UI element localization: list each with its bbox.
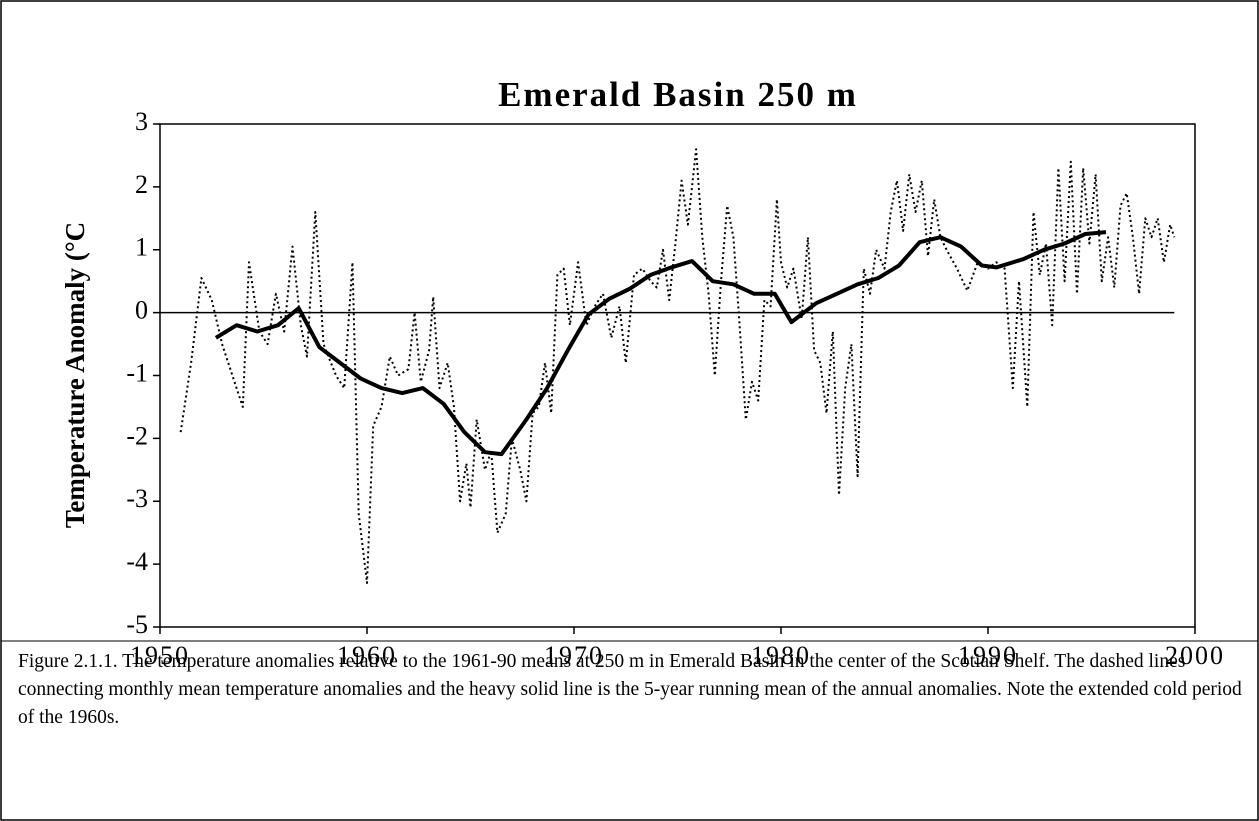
y-tick-label: 2 [135, 170, 148, 199]
x-tick-label: 1990 [958, 641, 1018, 670]
x-tick-label: 1970 [544, 641, 604, 670]
y-tick-label: 0 [135, 296, 148, 325]
y-tick-label: -3 [126, 484, 148, 513]
x-tick-label: 1960 [337, 641, 397, 670]
x-tick-label: 1950 [130, 641, 190, 670]
y-tick-label: 1 [135, 233, 148, 262]
x-tick-label: 1980 [751, 641, 811, 670]
y-tick-label: 3 [135, 107, 148, 136]
monthly-line [179, 148, 1176, 584]
y-tick-label: -4 [126, 547, 148, 576]
x-tick-label: 2000 [1165, 641, 1225, 670]
y-tick-label: -2 [126, 421, 148, 450]
chart-title: Emerald Basin 250 m [498, 75, 858, 114]
y-axis-label: Temperature Anomaly (°C [60, 222, 90, 528]
y-tick-label: -1 [126, 358, 148, 387]
running-mean-line [214, 230, 1107, 457]
plot-area [159, 123, 1196, 628]
caption: Figure 2.1.1. The temperature anomalies … [18, 651, 1242, 728]
y-tick-label: -5 [126, 610, 148, 639]
